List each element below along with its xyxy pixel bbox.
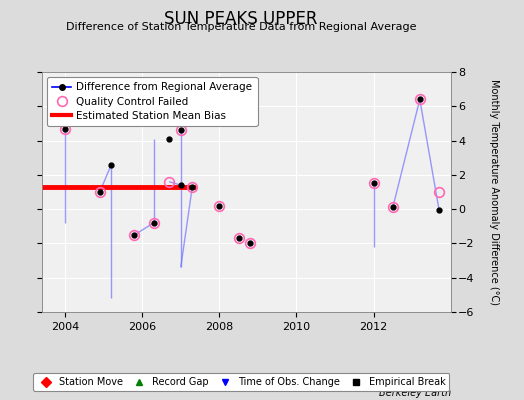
Y-axis label: Monthly Temperature Anomaly Difference (°C): Monthly Temperature Anomaly Difference (… <box>489 79 499 305</box>
Text: SUN PEAKS UPPER: SUN PEAKS UPPER <box>165 10 318 28</box>
Text: Berkeley Earth: Berkeley Earth <box>378 388 451 398</box>
Legend: Station Move, Record Gap, Time of Obs. Change, Empirical Break: Station Move, Record Gap, Time of Obs. C… <box>32 373 450 391</box>
Legend: Difference from Regional Average, Quality Control Failed, Estimated Station Mean: Difference from Regional Average, Qualit… <box>47 77 257 126</box>
Text: Difference of Station Temperature Data from Regional Average: Difference of Station Temperature Data f… <box>66 22 416 32</box>
